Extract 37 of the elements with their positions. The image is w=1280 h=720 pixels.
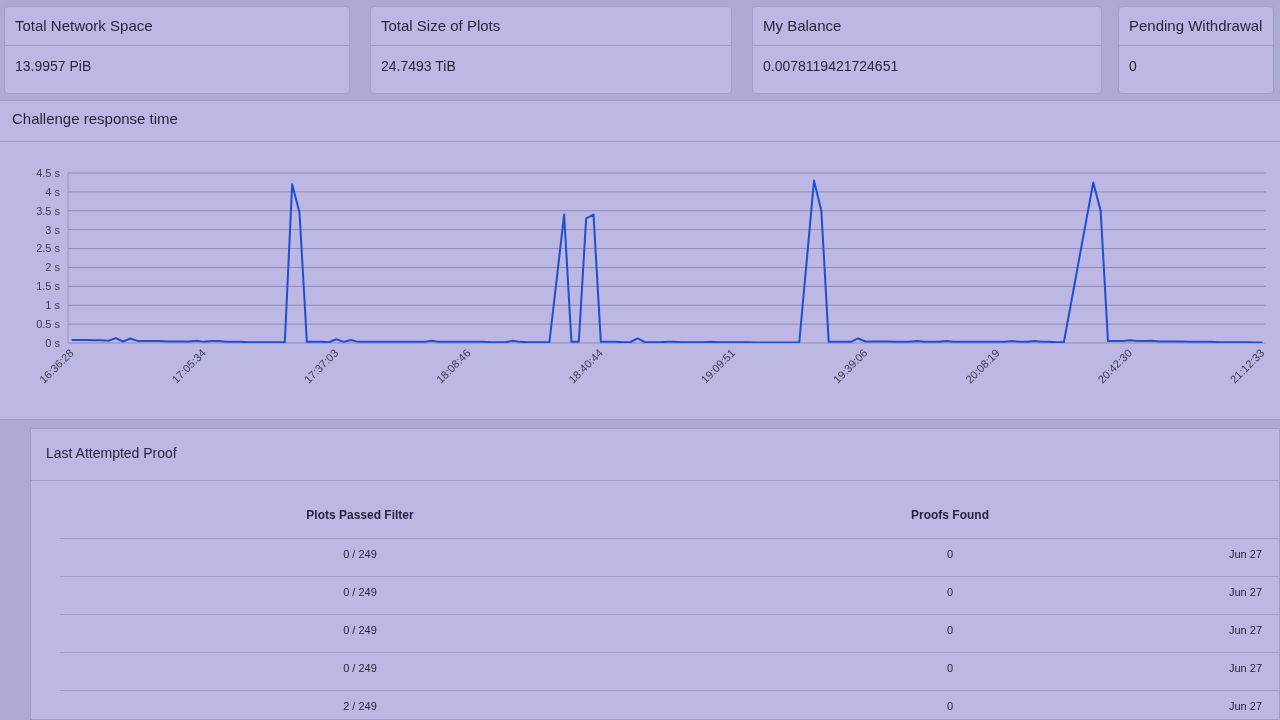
text: 0.0078119421724651 — [763, 58, 899, 74]
y-tick-label: 3.5 s — [36, 204, 61, 217]
text: 0 / 249 — [343, 662, 377, 674]
text: Pending Withdrawal — [1129, 17, 1263, 34]
text: 0 / 249 — [343, 548, 377, 560]
text: 2 / 249 — [343, 700, 377, 712]
text: My Balance — [763, 17, 842, 34]
text: 0 / 249 — [343, 586, 377, 598]
text: Last Attempted Proof — [46, 445, 177, 461]
text: Jun 27 — [1228, 586, 1262, 598]
text: 0 — [946, 624, 954, 636]
text: Jun 27 — [1228, 548, 1262, 560]
category-label: Plots Passed Filter — [306, 508, 414, 522]
text: 13.9957 PiB — [15, 58, 92, 74]
text: 0 — [946, 586, 954, 598]
y-tick-label: 2 s — [45, 261, 61, 274]
y-tick-label: 1.5 s — [36, 280, 61, 293]
y-tick-label: 2.5 s — [36, 242, 61, 255]
text: Total Size of Plots — [381, 17, 501, 34]
text: 0 — [1129, 58, 1137, 74]
text: Jun 27 — [1228, 624, 1262, 636]
category-label: Proofs Found — [911, 508, 989, 522]
y-tick-label: 3 s — [45, 223, 61, 236]
y-tick-label: 0 s — [45, 336, 61, 349]
text: Jun 27 — [1228, 700, 1262, 712]
text: 0 / 249 — [343, 624, 377, 636]
y-tick-label: 0.5 s — [36, 318, 61, 331]
text: Jun 27 — [1228, 662, 1262, 674]
text: 24.7493 TiB — [381, 58, 456, 74]
text: 0 — [946, 548, 954, 560]
text: 0 — [946, 662, 954, 674]
y-tick-label: 1 s — [45, 299, 61, 312]
text: 0 — [946, 700, 954, 712]
text: Total Network Space — [15, 17, 153, 34]
y-tick-label: 4 s — [45, 185, 61, 198]
y-tick-label: 4.5 s — [36, 166, 61, 179]
chart-title: Challenge response time — [12, 110, 178, 127]
